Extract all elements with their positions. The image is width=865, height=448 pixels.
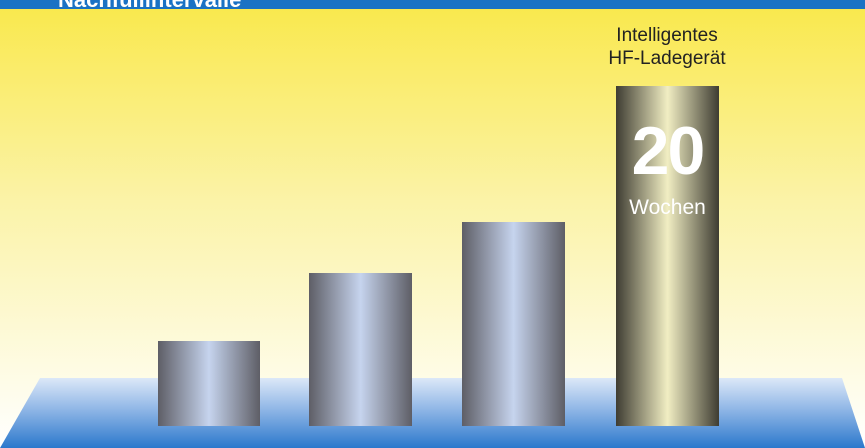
floor-platform [0,378,865,448]
highlight-bar-label-line-1: Intelligentes [616,25,718,46]
bar-2 [309,273,412,426]
bar-highlight [616,86,719,426]
bar-3 [462,222,565,426]
highlight-bar-label: Intelligentes HF-Ladegerät [567,24,767,70]
header-band [0,0,865,9]
highlight-value-label: 20 [631,113,706,189]
highlight-bar-label-line-2: HF-Ladegerät [608,48,726,69]
chart-title: Nachfüllintervalle [58,0,241,13]
highlight-unit-label: Wochen [629,196,706,219]
bar-1 [158,341,260,426]
bars-group [158,86,719,426]
